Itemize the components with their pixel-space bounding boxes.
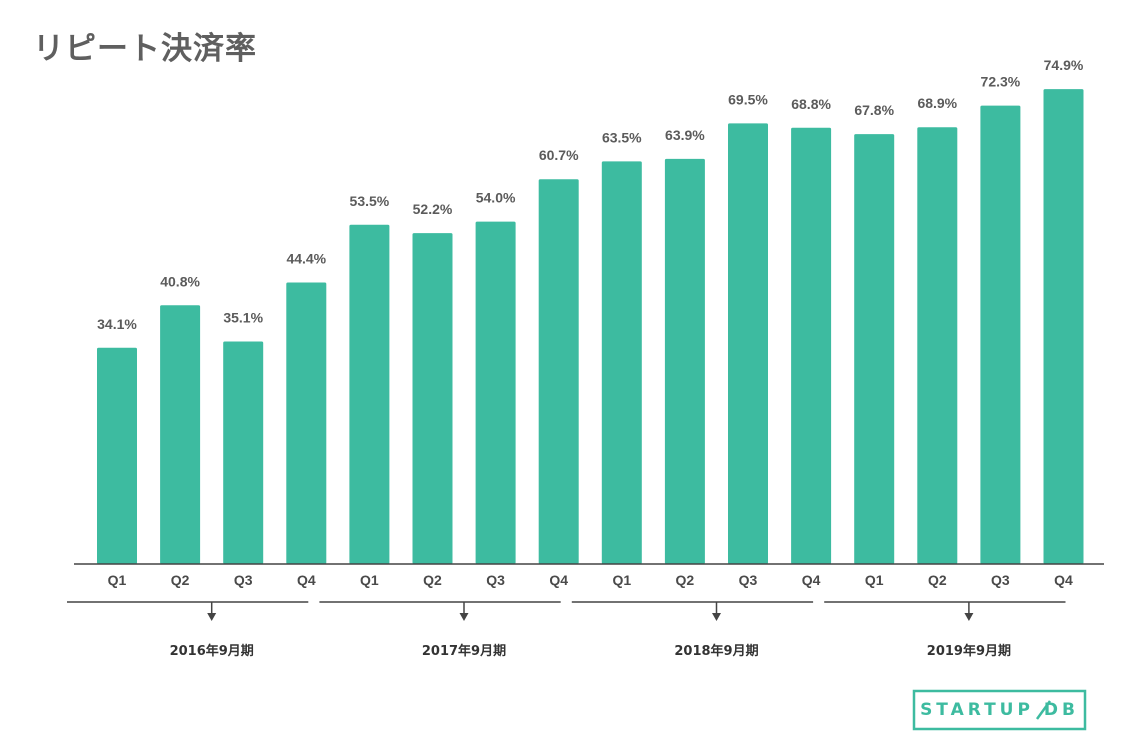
down-arrow-icon bbox=[459, 613, 469, 621]
bar-3 bbox=[223, 341, 264, 564]
fiscal-year-label: 2017年9月期 bbox=[422, 643, 506, 659]
x-tick-label: Q2 bbox=[928, 572, 947, 588]
x-tick-label: Q4 bbox=[1054, 572, 1073, 588]
bar-1 bbox=[97, 347, 137, 564]
x-tick-label: Q1 bbox=[360, 572, 379, 588]
bar-value-label: 74.9% bbox=[1044, 57, 1084, 73]
bar-value-label: 35.1% bbox=[223, 310, 263, 326]
fiscal-year-groups: 2016年9月期 2017年9月期 2018年9月期 2019年9月期 bbox=[67, 601, 1066, 659]
x-tick-label: Q3 bbox=[486, 572, 505, 588]
bar-value-label: 53.5% bbox=[350, 193, 390, 209]
bar-value-label: 44.4% bbox=[286, 251, 326, 267]
fiscal-year-label: 2018年9月期 bbox=[674, 643, 758, 659]
startup-db-logo: STARTUP DB bbox=[912, 689, 1087, 731]
x-tick-label: Q1 bbox=[612, 572, 631, 588]
x-tick-label: Q1 bbox=[108, 572, 127, 588]
bar-value-labels: 34.1% 40.8% 35.1% 44.4% 53.5% 52.2% 54.0% 60.7%… bbox=[97, 57, 1084, 332]
bar-value-label: 63.5% bbox=[602, 129, 642, 145]
x-tick-label: Q4 bbox=[549, 572, 568, 588]
bar-value-label: 67.8% bbox=[854, 102, 894, 118]
bar-value-label: 40.8% bbox=[160, 273, 200, 289]
bar-12 bbox=[791, 127, 832, 565]
x-tick-label: Q3 bbox=[739, 572, 758, 588]
x-tick-label: Q3 bbox=[234, 572, 253, 588]
logo-frame-icon bbox=[912, 689, 1087, 731]
bar-5 bbox=[349, 224, 390, 565]
x-tick-label: Q4 bbox=[802, 572, 821, 588]
bar-7 bbox=[475, 221, 516, 564]
fiscal-year-label: 2019年9月期 bbox=[927, 643, 1011, 659]
bar-value-label: 69.5% bbox=[728, 91, 768, 107]
x-tick-label: Q1 bbox=[865, 572, 884, 588]
down-arrow-icon bbox=[964, 613, 974, 621]
bar-value-label: 34.1% bbox=[97, 316, 137, 332]
logo-text: STARTUP DB bbox=[920, 700, 1079, 720]
x-tick-label: Q2 bbox=[423, 572, 442, 588]
bar-value-label: 54.0% bbox=[476, 190, 516, 206]
bar-6 bbox=[412, 233, 453, 564]
bar-13 bbox=[854, 134, 895, 564]
fiscal-year-label: 2016年9月期 bbox=[170, 643, 254, 659]
bar-chart: 34.1% 40.8% 35.1% 44.4% 53.5% 52.2% 54.0% 60.7%… bbox=[67, 57, 1104, 659]
down-arrow-icon bbox=[207, 613, 217, 621]
x-tick-labels: Q1 Q2 Q3 Q4 Q1 Q2 Q3 Q4 Q1 Q2 Q3 Q4 Q1 Q2 Q3 Q4 bbox=[108, 572, 1073, 588]
bar-value-label: 60.7% bbox=[539, 147, 579, 163]
down-arrow-icon bbox=[712, 613, 721, 621]
chart-title: リピート決済率 bbox=[33, 31, 257, 67]
bar-8 bbox=[538, 179, 579, 564]
bar-value-label: 68.8% bbox=[791, 96, 831, 112]
bar-value-label: 72.3% bbox=[981, 74, 1021, 90]
bar-value-label: 68.9% bbox=[917, 95, 957, 111]
bar-4 bbox=[286, 282, 327, 564]
x-tick-label: Q4 bbox=[297, 572, 316, 588]
x-tick-label: Q3 bbox=[991, 572, 1010, 588]
bar-value-label: 52.2% bbox=[413, 201, 453, 217]
bars-layer bbox=[97, 89, 1084, 565]
bar-15 bbox=[980, 105, 1021, 564]
bar-14 bbox=[917, 127, 958, 564]
bar-value-label: 63.9% bbox=[665, 127, 705, 143]
x-tick-label: Q2 bbox=[676, 572, 695, 588]
bar-16 bbox=[1043, 89, 1084, 564]
bar-9 bbox=[601, 161, 642, 564]
bar-10 bbox=[664, 158, 705, 564]
bar-11 bbox=[728, 123, 768, 565]
x-tick-label: Q2 bbox=[171, 572, 190, 588]
bar-2 bbox=[160, 305, 201, 564]
